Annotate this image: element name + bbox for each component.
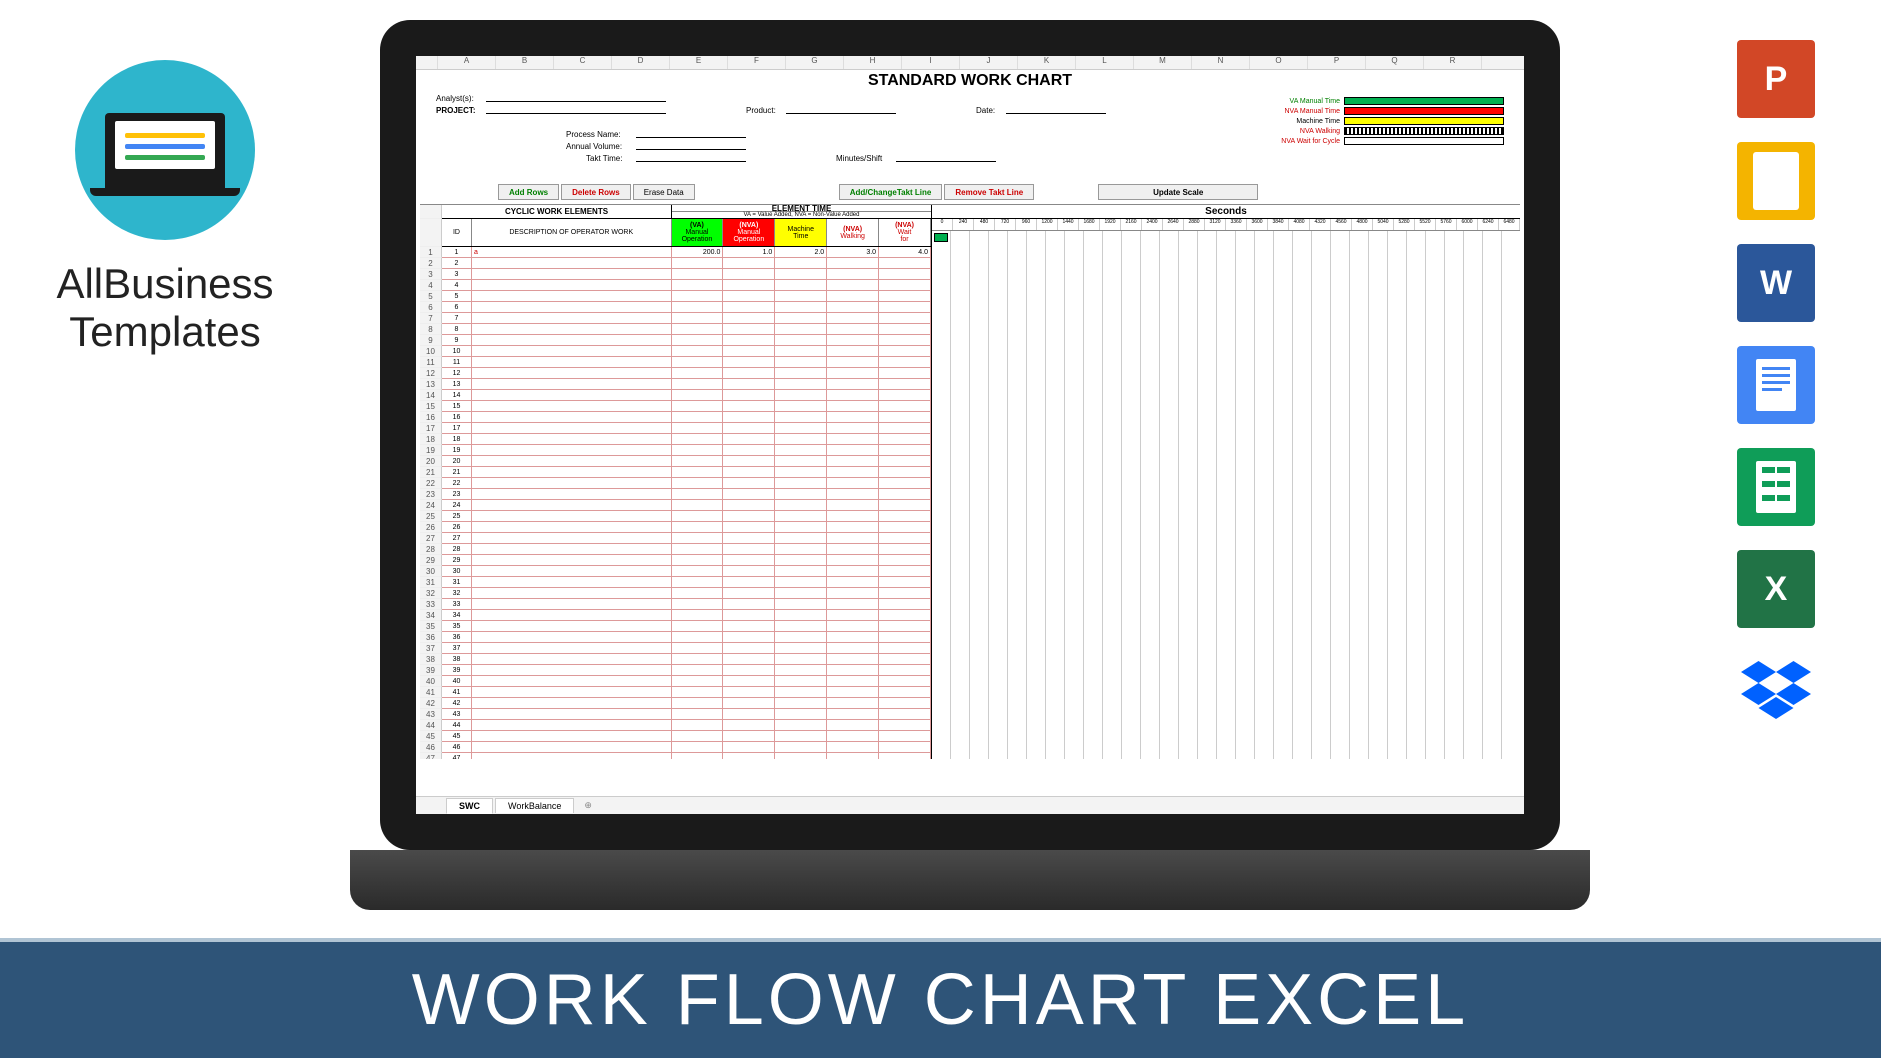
- analyst-input[interactable]: [486, 94, 666, 102]
- element-time-header: ELEMENT TIME: [672, 205, 931, 212]
- sheet-tabs: SWC WorkBalance ⊕: [416, 796, 1524, 814]
- product-input[interactable]: [786, 106, 896, 114]
- date-label: Date:: [976, 106, 995, 115]
- excel-icon[interactable]: X: [1737, 550, 1815, 628]
- grid-area: 1234567891011121314151617181920212223242…: [420, 204, 1520, 759]
- desc-header: DESCRIPTION OF OPERATOR WORK: [472, 219, 672, 246]
- section-headers: CYCLIC WORK ELEMENTS ELEMENT TIME VA = V…: [442, 205, 931, 219]
- logo-text: AllBusiness Templates: [30, 260, 300, 357]
- seconds-header: Seconds: [932, 205, 1520, 219]
- add-rows-button[interactable]: Add Rows: [498, 184, 559, 200]
- logo-circle: [75, 60, 255, 240]
- app-icons-column: P W X: [1731, 40, 1821, 730]
- column-headers: ABCDEFGHIJKLMNOPQR: [416, 56, 1524, 70]
- laptop-base: [350, 850, 1590, 910]
- tab-workbalance[interactable]: WorkBalance: [495, 798, 574, 813]
- row-numbers: 1234567891011121314151617181920212223242…: [420, 205, 442, 759]
- gantt-area: Seconds 02404807209601200144016801920216…: [932, 205, 1520, 759]
- dropbox-icon[interactable]: [1737, 652, 1815, 730]
- word-icon[interactable]: W: [1737, 244, 1815, 322]
- tab-swc[interactable]: SWC: [446, 798, 493, 814]
- header-form-area: Analyst(s): PROJECT: Product: Date: Proc…: [416, 94, 1524, 184]
- excel-screen: ABCDEFGHIJKLMNOPQR STANDARD WORK CHART A…: [416, 56, 1524, 814]
- date-input[interactable]: [1006, 106, 1106, 114]
- laptop-bezel: ABCDEFGHIJKLMNOPQR STANDARD WORK CHART A…: [380, 20, 1560, 850]
- powerpoint-icon[interactable]: P: [1737, 40, 1815, 118]
- volume-label: Annual Volume:: [566, 142, 622, 151]
- delete-rows-button[interactable]: Delete Rows: [561, 184, 631, 200]
- process-label: Process Name:: [566, 130, 621, 139]
- docs-icon[interactable]: [1737, 346, 1815, 424]
- logo-line1: AllBusiness: [30, 260, 300, 308]
- add-tab-button[interactable]: ⊕: [576, 798, 600, 813]
- va-note: VA = Value Added, NVA = Non-Value Added: [672, 212, 931, 219]
- left-grid: CYCLIC WORK ELEMENTS ELEMENT TIME VA = V…: [442, 205, 932, 759]
- sheet-title: STANDARD WORK CHART: [416, 72, 1524, 90]
- minshift-label: Minutes/Shift: [836, 154, 882, 163]
- walk-header: (NVA)Walking: [827, 219, 879, 246]
- va-header: (VA)ManualOperation: [672, 219, 724, 246]
- logo-area: AllBusiness Templates: [30, 60, 300, 357]
- button-row: Add Rows Delete Rows Erase Data Add/Chan…: [416, 184, 1524, 202]
- project-input[interactable]: [486, 106, 666, 114]
- minshift-input[interactable]: [896, 154, 996, 162]
- gantt-body[interactable]: [932, 231, 1520, 759]
- takt-label: Takt Time:: [586, 154, 622, 163]
- project-label: PROJECT:: [436, 106, 476, 115]
- takt-input[interactable]: [636, 154, 746, 162]
- update-scale-button[interactable]: Update Scale: [1098, 184, 1258, 200]
- wait-header: (NVA)Waitfor: [879, 219, 931, 246]
- takt-line-button[interactable]: Add/ChangeTakt Line: [839, 184, 943, 200]
- legend: VA Manual TimeNVA Manual TimeMachine Tim…: [1254, 96, 1504, 146]
- machine-header: MachineTime: [775, 219, 827, 246]
- analyst-label: Analyst(s):: [436, 94, 474, 103]
- erase-data-button[interactable]: Erase Data: [633, 184, 695, 200]
- cyclic-header: CYCLIC WORK ELEMENTS: [442, 205, 672, 218]
- bottom-banner: WORK FLOW CHART EXCEL: [0, 938, 1881, 1058]
- process-input[interactable]: [636, 130, 746, 138]
- slides-icon[interactable]: [1737, 142, 1815, 220]
- volume-input[interactable]: [636, 142, 746, 150]
- sheets-icon[interactable]: [1737, 448, 1815, 526]
- product-label: Product:: [746, 106, 776, 115]
- column-header-row: ID DESCRIPTION OF OPERATOR WORK (VA)Manu…: [442, 219, 931, 247]
- gantt-bar: [934, 233, 948, 242]
- data-rows[interactable]: 1a200.01.02.03.04.0234567891011121314151…: [442, 247, 931, 759]
- nva-header: (NVA)ManualOperation: [723, 219, 775, 246]
- id-header: ID: [442, 219, 472, 246]
- remove-takt-button[interactable]: Remove Takt Line: [944, 184, 1034, 200]
- laptop-mockup: ABCDEFGHIJKLMNOPQR STANDARD WORK CHART A…: [380, 20, 1560, 910]
- gantt-scale: 0240480720960120014401680192021602400264…: [932, 219, 1520, 231]
- logo-laptop-icon: [105, 113, 225, 188]
- logo-line2: Templates: [30, 308, 300, 356]
- banner-text: WORK FLOW CHART EXCEL: [412, 959, 1469, 1041]
